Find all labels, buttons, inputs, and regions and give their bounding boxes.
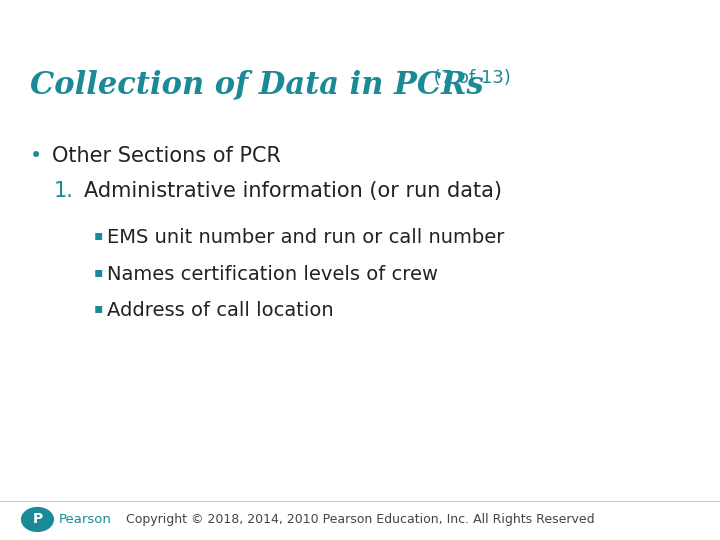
Text: Other Sections of PCR: Other Sections of PCR <box>52 146 281 166</box>
Text: 1.: 1. <box>54 181 74 201</box>
Text: •: • <box>30 146 42 166</box>
Text: Collection of Data in PCRs: Collection of Data in PCRs <box>30 69 484 100</box>
Text: ▪: ▪ <box>94 301 103 315</box>
Text: Address of call location: Address of call location <box>107 301 333 320</box>
Text: (7 of 13): (7 of 13) <box>428 69 511 87</box>
Text: Copyright © 2018, 2014, 2010 Pearson Education, Inc. All Rights Reserved: Copyright © 2018, 2014, 2010 Pearson Edu… <box>126 513 594 526</box>
Text: ▪: ▪ <box>94 265 103 279</box>
Circle shape <box>22 508 53 531</box>
Text: Names certification levels of crew: Names certification levels of crew <box>107 265 438 284</box>
Text: Pearson: Pearson <box>59 513 112 526</box>
Text: EMS unit number and run or call number: EMS unit number and run or call number <box>107 228 504 247</box>
Text: P: P <box>32 512 42 526</box>
Text: Administrative information (or run data): Administrative information (or run data) <box>84 181 503 201</box>
Text: ▪: ▪ <box>94 228 103 242</box>
